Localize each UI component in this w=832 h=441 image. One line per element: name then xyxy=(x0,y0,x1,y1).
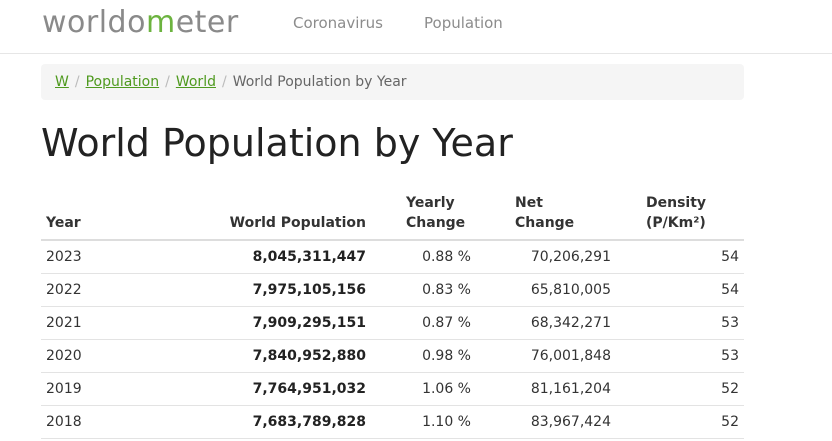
cell-yearly-change: 1.10 % xyxy=(371,405,476,439)
breadcrumb-population-link[interactable]: Population xyxy=(85,74,160,90)
cell-net-change: 83,967,424 xyxy=(476,405,616,439)
cell-year: 2018 xyxy=(41,405,141,439)
header-world-population[interactable]: World Population xyxy=(141,189,371,241)
cell-net-change: 65,810,005 xyxy=(476,273,616,307)
cell-yearly-change: 1.06 % xyxy=(371,372,476,406)
logo-suffix: eter xyxy=(175,5,239,40)
nav-coronavirus-link[interactable]: Coronavirus xyxy=(293,14,383,32)
cell-yearly-change: 0.88 % xyxy=(371,240,476,274)
table-row: 2018 7,683,789,828 1.10 % 83,967,424 52 xyxy=(41,405,744,439)
cell-population: 7,764,951,032 xyxy=(141,372,371,406)
cell-yearly-change: 0.98 % xyxy=(371,339,476,373)
cell-population: 7,840,952,880 xyxy=(141,339,371,373)
logo-prefix: worldo xyxy=(42,5,146,40)
cell-yearly-change: 0.87 % xyxy=(371,306,476,340)
cell-population: 7,909,295,151 xyxy=(141,306,371,340)
header-net-line1: Net xyxy=(515,195,543,211)
cell-year: 2020 xyxy=(41,339,141,373)
cell-year: 2019 xyxy=(41,372,141,406)
cell-year: 2023 xyxy=(41,240,141,274)
logo-accent-letter: m xyxy=(145,5,176,40)
breadcrumb-separator: / xyxy=(221,74,227,90)
breadcrumb-world-link[interactable]: World xyxy=(175,74,216,90)
breadcrumb-separator: / xyxy=(74,74,80,90)
header-net-change[interactable]: Net Change xyxy=(476,189,616,241)
header-yearly-change[interactable]: Yearly Change xyxy=(371,189,476,241)
cell-density: 53 xyxy=(616,339,744,373)
header-net-line2: Change xyxy=(515,215,575,231)
header-density-line1: Density xyxy=(646,195,707,211)
table-row: 2019 7,764,951,032 1.06 % 81,161,204 52 xyxy=(41,372,744,406)
cell-net-change: 81,161,204 xyxy=(476,372,616,406)
breadcrumb-separator: / xyxy=(165,74,170,90)
top-navbar: worldometer Coronavirus Population xyxy=(0,0,832,54)
worldometer-logo[interactable]: worldometer xyxy=(42,3,239,43)
cell-year: 2021 xyxy=(41,306,141,340)
header-density-line2: (P/Km²) xyxy=(646,215,706,231)
nav-population-link[interactable]: Population xyxy=(424,14,503,32)
cell-population: 7,975,105,156 xyxy=(141,273,371,307)
cell-density: 52 xyxy=(616,405,744,439)
header-density[interactable]: Density (P/Km²) xyxy=(616,189,744,241)
cell-net-change: 76,001,848 xyxy=(476,339,616,373)
table-header-row: Year World Population Yearly Change Net Ch… xyxy=(41,189,744,241)
cell-density: 54 xyxy=(616,273,744,307)
breadcrumb: W / Population / World / World Population by Y… xyxy=(41,64,744,100)
table-row: 2021 7,909,295,151 0.87 % 68,342,271 53 xyxy=(41,306,744,340)
cell-density: 52 xyxy=(616,372,744,406)
page-title: World Population by Year xyxy=(41,121,513,165)
population-table: Year World Population Yearly Change Net Ch… xyxy=(41,189,744,439)
header-yearly-line2: Change xyxy=(406,215,466,231)
cell-population: 8,045,311,447 xyxy=(141,240,371,274)
breadcrumb-home-link[interactable]: W xyxy=(55,74,69,90)
table-row: 2020 7,840,952,880 0.98 % 76,001,848 53 xyxy=(41,339,744,373)
header-yearly-line1: Yearly xyxy=(406,195,455,211)
cell-yearly-change: 0.83 % xyxy=(371,273,476,307)
cell-population: 7,683,789,828 xyxy=(141,405,371,439)
cell-year: 2022 xyxy=(41,273,141,307)
table-row: 2022 7,975,105,156 0.83 % 65,810,005 54 xyxy=(41,273,744,307)
cell-net-change: 70,206,291 xyxy=(476,240,616,274)
cell-density: 54 xyxy=(616,240,744,274)
breadcrumb-current: World Population by Year xyxy=(232,74,407,90)
cell-density: 53 xyxy=(616,306,744,340)
table-row: 2023 8,045,311,447 0.88 % 70,206,291 54 xyxy=(41,240,744,274)
header-year[interactable]: Year xyxy=(41,189,141,241)
cell-net-change: 68,342,271 xyxy=(476,306,616,340)
